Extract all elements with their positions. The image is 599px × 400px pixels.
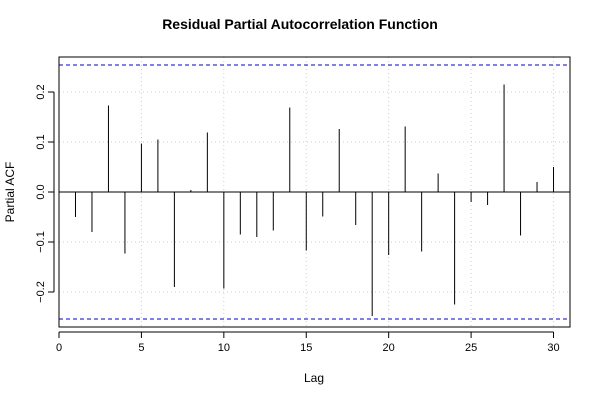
y-tick-label: −0.1 — [35, 231, 47, 253]
x-tick-label: 5 — [138, 342, 144, 354]
y-axis: −0.2 −0.1 0.0 0.1 0.2 — [35, 84, 55, 303]
y-tick-label: 0.2 — [35, 84, 47, 99]
x-axis: 0 5 10 15 20 25 30 — [56, 331, 560, 354]
x-axis-label: Lag — [304, 371, 324, 385]
x-tick-label: 30 — [547, 342, 559, 354]
chart-title: Residual Partial Autocorrelation Functio… — [162, 16, 438, 32]
pacf-bars — [59, 84, 570, 316]
y-tick-label: 0.1 — [35, 134, 47, 149]
x-tick-label: 10 — [218, 342, 230, 354]
y-tick-label: −0.2 — [35, 281, 47, 303]
x-tick-label: 0 — [56, 342, 62, 354]
x-tick-label: 15 — [300, 342, 312, 354]
confidence-bounds — [59, 64, 570, 320]
y-axis-label: Partial ACF — [3, 162, 17, 223]
x-tick-label: 20 — [383, 342, 395, 354]
x-tick-label: 25 — [465, 342, 477, 354]
plot-frame — [58, 56, 571, 328]
y-tick-label: 0.0 — [35, 184, 47, 199]
